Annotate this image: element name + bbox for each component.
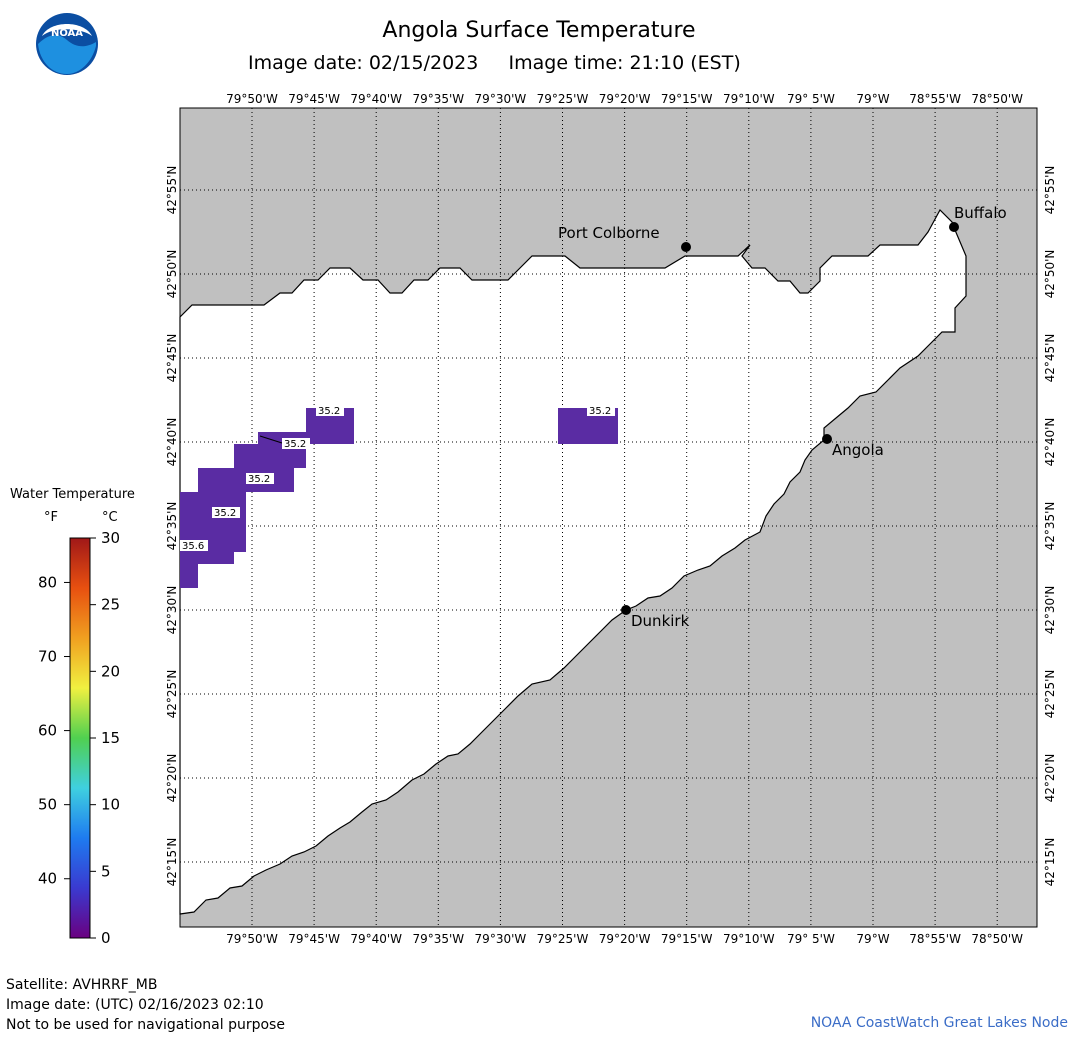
longitude-labels-top: 79°50'W 79°45'W 79°40'W 79°35'W 79°30'W 79°25… [226,92,1023,106]
legend-tick-c: 15 [101,729,120,747]
longitude-label: 79°45'W [288,92,340,106]
longitude-label: 78°50'W [971,92,1023,106]
legend-tick-c: 0 [101,929,111,947]
legend-tick-f: 60 [38,722,57,740]
longitude-label: 79°30'W [475,932,527,946]
footer: Satellite: AVHRRF_MB Image date: (UTC) 0… [6,975,285,1035]
longitude-label: 78°55'W [909,92,961,106]
longitude-label: 79°15'W [661,932,713,946]
latitude-label: 42°25'N [165,670,179,719]
credit-link[interactable]: NOAA CoastWatch Great Lakes Node [810,1015,1068,1031]
temperature-labels: 35.2 35.2 35.2 35.2 35.6 35.2 [180,405,615,552]
legend-unit-f: °F [44,510,58,525]
city-label-port-colborne: Port Colborne [558,224,660,242]
legend-tick-f: 70 [38,648,57,666]
latitude-label: 42°55'N [165,166,179,215]
longitude-label: 79° 5'W [787,92,835,106]
city-marker-angola [822,434,832,444]
longitude-label: 79°20'W [599,92,651,106]
latitude-label: 42°45'N [1043,334,1057,383]
legend-tick-c: 30 [101,529,120,547]
legend-tick-c: 20 [101,662,120,680]
latitude-label: 42°20'N [1043,754,1057,803]
latitude-label: 42°15'N [165,838,179,887]
longitude-label: 79°20'W [599,932,651,946]
page-title: Angola Surface Temperature [382,18,696,43]
city-marker-buffalo [949,222,959,232]
latitude-label: 42°50'N [1043,250,1057,299]
utc-image-date: Image date: (UTC) 02/16/2023 02:10 [6,997,264,1013]
temp-label: 35.2 [589,406,611,417]
longitude-label: 79°15'W [661,92,713,106]
temp-label: 35.2 [248,474,270,485]
disclaimer: Not to be used for navigational purpose [6,1017,285,1033]
temp-label: 35.2 [318,406,340,417]
longitude-label: 79°40'W [350,92,402,106]
temp-pixel [180,564,198,588]
legend-tick-f: 50 [38,796,57,814]
legend-tick-c: 10 [101,796,120,814]
longitude-label: 79°W [856,932,889,946]
longitude-label: 79°30'W [475,92,527,106]
latitude-labels-left: 42°55'N 42°50'N 42°45'N 42°40'N 42°35'N 42°30… [165,166,179,887]
latitude-label: 42°50'N [165,250,179,299]
longitude-label: 79°50'W [226,92,278,106]
latitude-label: 42°35'N [165,502,179,551]
latitude-label: 42°30'N [1043,586,1057,635]
legend-colorbar [69,537,91,939]
legend-unit-c: °C [102,510,118,525]
legend-tick-c: 5 [101,862,111,880]
city-label-buffalo: Buffalo [954,204,1007,222]
longitude-label: 79° 5'W [787,932,835,946]
longitude-label: 79°40'W [350,932,402,946]
longitude-label: 78°50'W [971,932,1023,946]
longitude-label: 79°25'W [537,932,589,946]
legend-title: Water Temperature [10,487,135,502]
cities: Port Colborne Buffalo Angola Dunkirk [558,204,1007,630]
temp-label: 35.6 [182,541,204,552]
latitude-label: 42°30'N [165,586,179,635]
city-marker-dunkirk [621,605,631,615]
longitude-label: 79°35'W [412,92,464,106]
city-marker-port-colborne [681,242,691,252]
satellite-name: Satellite: AVHRRF_MB [6,977,158,993]
latitude-labels-right: 42°55'N 42°50'N 42°45'N 42°40'N 42°35'N 42°30… [1043,166,1057,887]
longitude-label: 78°55'W [909,932,961,946]
longitude-label: 79°10'W [723,932,775,946]
longitude-labels-bottom: 79°50'W 79°45'W 79°40'W 79°35'W 79°30'W 79°25… [226,932,1023,946]
longitude-label: 79°50'W [226,932,278,946]
temp-pixel [234,444,258,456]
latitude-label: 42°20'N [165,754,179,803]
temp-label: 35.2 [284,439,306,450]
latitude-label: 42°35'N [1043,502,1057,551]
legend-tick-c: 25 [101,596,120,614]
latitude-label: 42°40'N [165,418,179,467]
latitude-label: 42°45'N [165,334,179,383]
longitude-label: 79°35'W [412,932,464,946]
longitude-label: 79°25'W [537,92,589,106]
longitude-label: 79°W [856,92,889,106]
latitude-label: 42°55'N [1043,166,1057,215]
latitude-label: 42°40'N [1043,418,1057,467]
longitude-label: 79°45'W [288,932,340,946]
latitude-label: 42°15'N [1043,838,1057,887]
lake-water [179,209,967,915]
temp-label: 35.2 [214,508,236,519]
image-datetime: Image date: 02/15/2023 Image time: 21:10… [248,52,741,74]
temp-pixel [180,552,234,564]
city-label-dunkirk: Dunkirk [631,612,690,630]
legend-tick-f: 80 [38,573,57,591]
longitude-label: 79°10'W [723,92,775,106]
legend-tick-f: 40 [38,870,57,888]
logo-text: NOAA [51,28,83,39]
latitude-label: 42°25'N [1043,670,1057,719]
city-label-angola: Angola [832,441,884,459]
noaa-logo: NOAA [36,13,98,75]
